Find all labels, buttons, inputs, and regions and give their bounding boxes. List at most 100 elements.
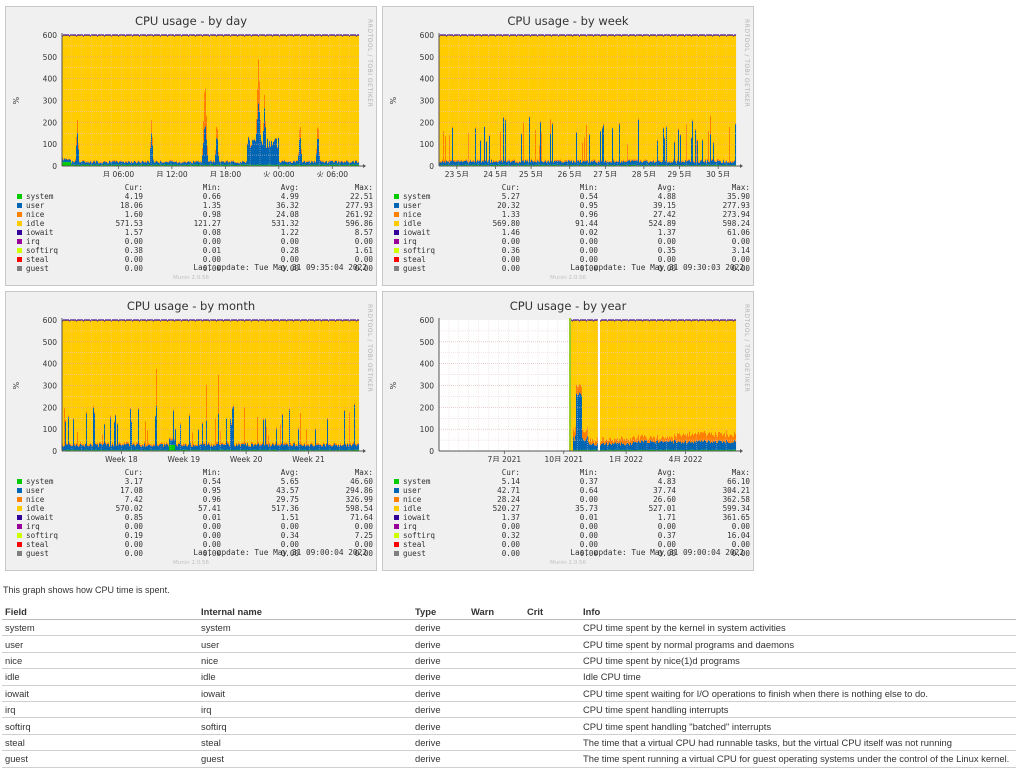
chart-area-idle — [347, 35, 349, 161]
chart-area-nice — [122, 161, 124, 163]
chart-area-idle — [523, 36, 525, 123]
chart-area-iowait — [287, 319, 289, 321]
legend-series-name: iowait — [403, 228, 431, 237]
chart-area-user — [271, 445, 273, 451]
chart-area-idle — [89, 320, 91, 444]
chart-area-nice — [343, 161, 345, 163]
chart-area-user — [126, 162, 128, 165]
chart-area-nice — [558, 159, 560, 161]
chart-area-system — [294, 449, 296, 451]
chart-area-user — [287, 444, 289, 451]
chart-area-user — [185, 444, 187, 450]
chart-area-system — [658, 164, 660, 166]
chart-area-iowait — [565, 35, 567, 37]
chart-area-user — [332, 160, 334, 165]
chart-area-user — [324, 444, 326, 450]
chart-area-nice — [482, 160, 484, 161]
chart-area-user — [548, 160, 550, 165]
chart-area-user — [446, 160, 448, 165]
chart-area-user — [85, 443, 87, 450]
chart-area-user — [588, 442, 590, 450]
chart-area-system — [561, 164, 563, 166]
chart-area-user — [197, 161, 199, 165]
chart-area-iowait — [449, 34, 451, 36]
chart-area-iowait — [128, 319, 130, 321]
chart-area-idle — [64, 320, 66, 409]
chart-area-iowait — [690, 34, 692, 36]
legend-swatch — [17, 497, 22, 502]
chart-area-iowait — [144, 34, 146, 36]
chart-area-user — [320, 160, 322, 165]
chart-area-user — [74, 162, 76, 165]
chart-area-iowait — [476, 34, 478, 36]
chart-area-user — [442, 161, 444, 166]
chart-area-idle — [353, 35, 355, 161]
chart-area-user — [594, 160, 596, 165]
chart-area-nice — [63, 445, 65, 447]
chart-area-iowait — [212, 319, 214, 321]
chart-area-idle — [489, 35, 491, 135]
chart-area-iowait — [539, 34, 541, 36]
chart-area-idle — [276, 320, 278, 427]
chart-area-nice — [201, 161, 203, 163]
chart-area-idle — [95, 320, 97, 443]
chart-area-nice — [224, 161, 226, 163]
chart-area-nice — [87, 444, 89, 447]
chart-area-idle — [127, 320, 129, 442]
chart-area-user — [178, 443, 180, 451]
chart-area-iowait — [99, 319, 101, 321]
chart-area-user — [175, 161, 177, 165]
cpu-graph-panel[interactable]: 0 100 200 300 400 500 600% Week 18 Week 19 Week 2… — [5, 291, 377, 571]
chart-area-system — [129, 164, 131, 166]
legend-row-iowait: iowait 1.46 0.02 1.37 61.06 — [392, 228, 752, 237]
chart-area-idle — [230, 36, 232, 162]
chart-area-iowait — [206, 34, 208, 36]
chart-area-iowait — [351, 34, 353, 36]
chart-area-iowait — [640, 34, 642, 36]
chart-area-idle — [151, 35, 153, 120]
chart-area-nice — [729, 127, 731, 163]
chart-area-iowait — [242, 34, 244, 36]
legend-value: 7.42 — [124, 495, 143, 504]
chart-area-user — [623, 161, 625, 165]
cpu-graph-panel[interactable]: 0 100 200 300 400 500 600% 23 5月 24 5月 25 5月 26 5月… — [382, 6, 754, 286]
chart-area-nice — [642, 161, 644, 163]
cpu-graph-panel[interactable]: 0 100 200 300 400 500 600% 月 06:00 月 12:00 月 18:0… — [5, 6, 377, 286]
chart-area-iowait — [706, 34, 708, 36]
chart-area-nice — [169, 160, 171, 162]
cpu-graph-panel[interactable]: 0 100 200 300 400 500 600% 7月 2021 10月 2021 1月 20… — [382, 291, 754, 571]
chart-area-system — [282, 164, 284, 166]
chart-area-user — [155, 162, 157, 165]
chart-area-iowait — [573, 34, 575, 36]
chart-area-user — [258, 103, 260, 165]
chart-area-idle — [164, 35, 166, 162]
chart-area-system — [72, 449, 74, 451]
chart-area-idle — [187, 35, 189, 162]
chart-area-idle — [103, 320, 105, 443]
chart-area-idle — [700, 35, 702, 160]
chart-area-idle — [454, 35, 456, 160]
chart-area-user — [703, 161, 705, 165]
chart-area-idle — [588, 35, 590, 162]
chart-area-idle — [137, 320, 139, 443]
chart-area-idle — [310, 35, 312, 162]
chart-area-system — [64, 162, 66, 166]
chart-area-idle — [565, 36, 567, 161]
chart-area-iowait — [286, 320, 288, 322]
chart-area-system — [75, 164, 77, 166]
chart-area-iowait — [689, 34, 691, 36]
chart-area-nice — [630, 160, 632, 162]
chart-area-idle — [659, 35, 661, 161]
chart-area-user — [503, 117, 505, 165]
chart-area-system — [153, 164, 155, 166]
chart-area-nice — [500, 131, 502, 162]
chart-area-system — [82, 164, 84, 166]
y-tick-label: 600 — [420, 31, 435, 40]
chart-area-user — [599, 162, 601, 166]
chart-area-nice — [245, 162, 247, 163]
chart-area-user — [241, 444, 243, 451]
chart-area-user — [90, 443, 92, 451]
chart-area-iowait — [353, 319, 355, 321]
chart-area-nice — [164, 442, 166, 445]
chart-area-system — [545, 164, 547, 166]
